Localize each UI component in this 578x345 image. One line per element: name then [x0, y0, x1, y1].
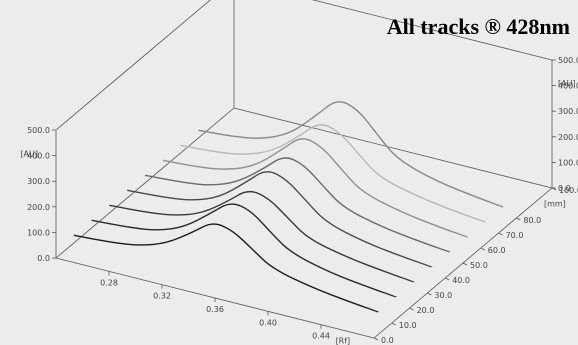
- depth-tick-label: 50.0: [470, 261, 488, 270]
- depth-tick-label: 30.0: [434, 291, 452, 300]
- z-tick-label: 0.0: [37, 254, 50, 263]
- depth-tick-label: 10.0: [399, 321, 417, 330]
- series-line-track-5: [144, 157, 451, 253]
- z-right-tick-label: 300.0: [558, 107, 578, 116]
- series-line-track-3: [109, 190, 415, 283]
- depth-tick-mark: [445, 277, 450, 281]
- depth-tick-label: 20.0: [417, 306, 435, 315]
- depth-tick-mark: [427, 292, 432, 296]
- series-line-track-1: [73, 223, 379, 313]
- x-axis-label: [Rf]: [336, 337, 351, 345]
- back-wall: [233, 0, 553, 189]
- series-line-track-6: [162, 138, 468, 238]
- z-right-tick-label: 400.0: [558, 82, 578, 91]
- depth-tick-mark: [409, 307, 414, 311]
- depth-tick-label: 80.0: [523, 216, 541, 225]
- z-tick-label: 100.0: [27, 228, 50, 237]
- z-right-tick-label: 500.0: [558, 56, 578, 65]
- z-tick-label: 400.0: [27, 152, 50, 161]
- z-right-tick-label: 100.0: [558, 158, 578, 167]
- depth-tick-label: 0.0: [381, 336, 394, 345]
- z-tick-label: 300.0: [27, 177, 50, 186]
- depth-tick-mark: [462, 262, 468, 266]
- series-line-track-2: [91, 203, 397, 298]
- depth-tick-mark: [516, 217, 521, 221]
- series-line-track-7: [180, 124, 486, 223]
- depth-tick-label: 70.0: [506, 231, 524, 240]
- z-axis-label: [AU]: [20, 150, 38, 159]
- x-tick-label: 0.28: [100, 278, 118, 287]
- depth-tick-label: 100.0: [559, 186, 578, 195]
- z-right-tick-label: 0.0: [558, 184, 571, 193]
- depth-tick-label: 40.0: [452, 276, 470, 285]
- depth-axis-label: [mm]: [544, 200, 566, 209]
- depth-tick-mark: [480, 247, 485, 251]
- left-wall: [55, 0, 235, 258]
- series-line-track-4: [127, 171, 433, 268]
- chart-title: All tracks ® 428nm: [386, 14, 570, 39]
- x-tick-label: 0.44: [312, 332, 330, 341]
- x-tick-label: 0.32: [153, 292, 171, 301]
- x-tick-label: 0.40: [259, 318, 277, 327]
- depth-tick-mark: [551, 187, 557, 191]
- z-tick-label: 200.0: [27, 203, 50, 212]
- depth-tick-mark: [391, 322, 396, 326]
- x-tick-label: 0.36: [206, 305, 224, 314]
- depth-tick-label: 60.0: [488, 246, 506, 255]
- floor-left-edge: [55, 107, 235, 259]
- z-right-tick-label: 200.0: [558, 133, 578, 142]
- z-right-axis-label: [AU]: [558, 79, 576, 88]
- series-line-track-8: [198, 101, 504, 208]
- z-tick-label: 500.0: [27, 126, 50, 135]
- depth-tick-mark: [498, 232, 503, 236]
- depth-tick-mark: [373, 337, 379, 341]
